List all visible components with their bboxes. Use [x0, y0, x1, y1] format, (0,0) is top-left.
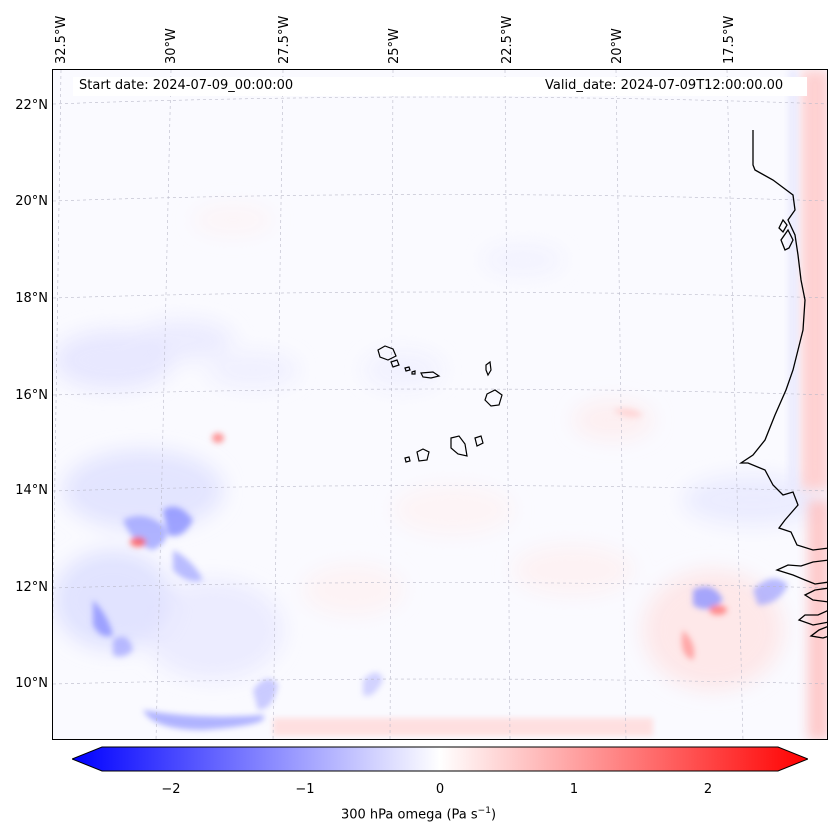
- graticule: [53, 70, 827, 739]
- colorbar-tick: −1: [295, 782, 315, 797]
- lat-label: 16°N: [15, 388, 48, 403]
- cabo-verde-islands: [377, 345, 503, 463]
- lat-label: 12°N: [15, 580, 48, 595]
- map-panel: [52, 69, 828, 740]
- lat-label: 20°N: [15, 194, 48, 209]
- lat-label: 14°N: [15, 483, 48, 498]
- lon-label: 17.5°W: [722, 15, 737, 64]
- field-features: [93, 408, 788, 730]
- colorbar-tick: 0: [435, 782, 445, 797]
- colorbar-label: 300 hPa omega (Pa s−1): [340, 806, 497, 823]
- lon-label: 32.5°W: [54, 15, 69, 64]
- colorbar: [72, 746, 808, 772]
- lon-label: 20°W: [610, 28, 625, 64]
- coastline: [738, 130, 827, 639]
- omega-field: [53, 70, 827, 739]
- colorbar-tick: 1: [569, 782, 579, 797]
- valid-date: Valid_date: 2024-07-09T12:00:00.00: [545, 78, 784, 93]
- lat-label: 10°N: [15, 676, 48, 691]
- lat-label: 22°N: [15, 98, 48, 113]
- lon-label: 22.5°W: [500, 15, 515, 64]
- field-diffuse: [53, 205, 823, 690]
- colorbar-tick: −2: [161, 782, 181, 797]
- lon-label: 30°W: [164, 28, 179, 64]
- start-date: Start date: 2024-07-09_00:00:00: [79, 78, 294, 93]
- lat-label: 18°N: [15, 291, 48, 306]
- date-info-bar: [73, 77, 807, 96]
- lon-label: 25°W: [387, 28, 402, 64]
- lon-label: 27.5°W: [277, 15, 292, 64]
- colorbar-tick: 2: [703, 782, 713, 797]
